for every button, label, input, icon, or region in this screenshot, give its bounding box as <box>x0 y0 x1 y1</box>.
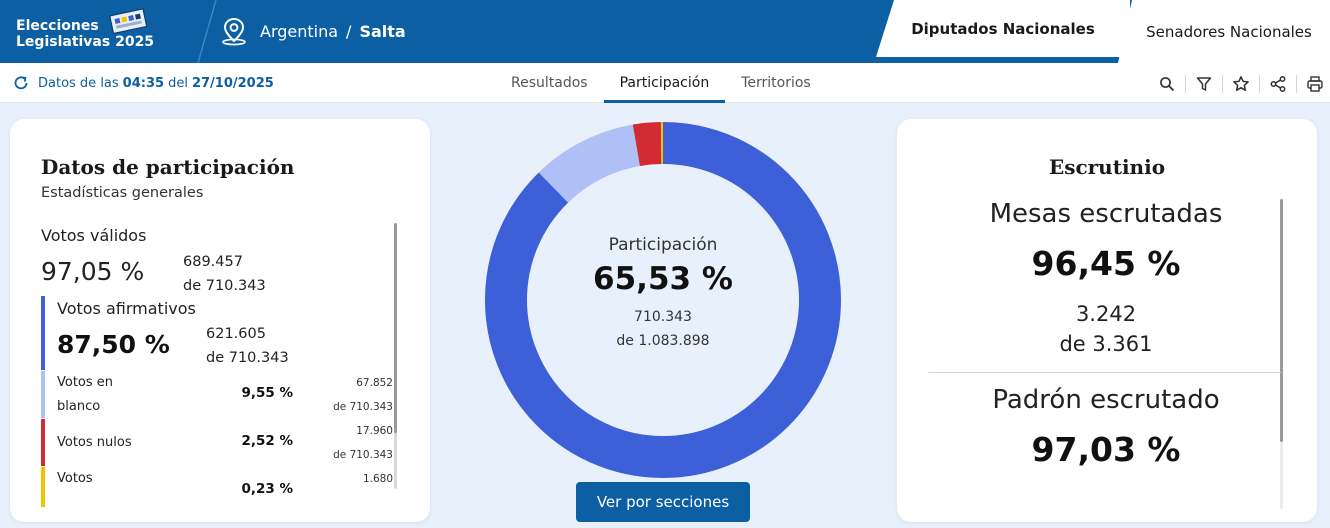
nulos-count-value: 17.960 <box>356 425 393 437</box>
mesas-pct-block: 96,45 % <box>897 244 1315 283</box>
otros-color-bar <box>41 467 45 507</box>
afirmativos-count: 621.605 de 710.343 <box>206 322 289 370</box>
location-pin-icon <box>222 17 246 46</box>
tab-diputados[interactable]: Diputados Nacionales <box>876 0 1130 57</box>
share-icon <box>1270 76 1286 92</box>
tab-territorios[interactable]: Territorios <box>741 75 811 91</box>
participation-donut-chart <box>485 122 841 478</box>
afirmativos-pct: 87,50 % <box>57 330 170 359</box>
afirmativos-color-bar <box>41 296 45 370</box>
validos-label: Votos válidos <box>41 226 147 245</box>
toolbar-divider <box>1296 75 1297 93</box>
sub-toolbar: Datos de las 04:35 del 27/10/2025 Result… <box>0 63 1330 103</box>
toolbar-divider <box>1222 75 1223 93</box>
padron-pct: 97,03 % <box>1031 430 1181 469</box>
print-button[interactable] <box>1304 73 1326 95</box>
validos-count-value: 689.457 <box>183 254 243 270</box>
top-header: Elecciones Legislativas 2025 Argentina /… <box>0 0 1330 63</box>
donut-segment-otros[interactable] <box>485 122 841 478</box>
otros-count: 1.680 <box>310 467 393 491</box>
mesas-label: Mesas escrutadas <box>989 199 1223 229</box>
logo-line-2: Legislativas 2025 <box>16 34 155 50</box>
mesas-pct: 96,45 % <box>1031 244 1181 283</box>
blanco-label-line-2: blanco <box>57 399 101 414</box>
scrutiny-card: Escrutinio Mesas escrutadas 96,45 % 3.24… <box>897 119 1317 522</box>
scrollbar-thumb[interactable] <box>1280 199 1283 442</box>
blanco-label-line-1: Votos en <box>57 375 114 390</box>
toolbar-actions <box>1156 73 1330 95</box>
mesas-count-total: de 3.361 <box>1059 332 1153 356</box>
afirmativos-count-value: 621.605 <box>206 326 266 342</box>
participation-title: Datos de participación <box>41 155 295 179</box>
search-icon <box>1160 77 1175 92</box>
participation-subtitle: Estadísticas generales <box>41 185 204 201</box>
padron-label: Padrón escrutado <box>992 385 1220 415</box>
elections-logo[interactable]: Elecciones Legislativas 2025 <box>16 18 154 50</box>
donut-pct: 65,53 % <box>593 261 733 297</box>
nulos-count-total: de 710.343 <box>333 449 393 461</box>
participation-scrollbar[interactable] <box>394 223 397 489</box>
breadcrumb-province[interactable]: Salta <box>359 21 406 41</box>
scrutiny-title: Escrutinio <box>1048 155 1166 179</box>
last-update: Datos de las 04:35 del 27/10/2025 <box>12 74 278 92</box>
update-mid: del <box>168 75 188 91</box>
share-button[interactable] <box>1267 73 1289 95</box>
blanco-label: Votos en blanco <box>57 371 113 419</box>
padron-label-block: Padrón escrutado <box>897 385 1315 415</box>
location-breadcrumb: Argentina / Salta <box>220 14 406 48</box>
header-divider <box>197 0 217 63</box>
breadcrumb-separator: / <box>346 21 352 41</box>
tab-participacion[interactable]: Participación <box>603 63 726 103</box>
participation-card: Datos de participación Estadísticas gene… <box>10 119 430 522</box>
blanco-count: 67.852 de 710.343 <box>310 371 393 419</box>
update-time: 04:35 <box>122 75 165 91</box>
mesas-count: 3.242 de 3.361 <box>897 299 1315 359</box>
donut-count-total: de 1.083.898 <box>616 333 710 349</box>
view-tabs: Resultados Participación Territorios <box>495 63 827 103</box>
donut-center: Participación 65,53 % 710.343 de 1.083.8… <box>484 121 842 479</box>
nulos-color-bar <box>41 419 45 466</box>
validos-pct: 97,05 % <box>41 257 145 286</box>
otros-count-value: 1.680 <box>362 473 393 485</box>
donut-label: Participación <box>608 235 718 255</box>
printer-icon <box>1307 76 1323 92</box>
scrutiny-scrollbar[interactable] <box>1280 199 1283 509</box>
donut-count: 710.343 de 1.083.898 <box>616 305 709 353</box>
tab-senadores[interactable]: Senadores Nacionales <box>1118 0 1330 63</box>
blanco-color-bar <box>41 371 45 418</box>
validos-count-total: de 710.343 <box>183 278 266 294</box>
tab-resultados[interactable]: Resultados <box>511 75 588 91</box>
logo-line-1: Elecciones <box>16 18 99 34</box>
otros-pct: 0,23 % <box>241 481 293 497</box>
filter-button[interactable] <box>1193 73 1215 95</box>
toolbar-divider <box>1185 75 1186 93</box>
nulos-pct: 2,52 % <box>241 433 293 449</box>
blanco-pct: 9,55 % <box>241 385 293 401</box>
scrutiny-divider <box>929 372 1281 373</box>
blanco-count-total: de 710.343 <box>333 401 393 413</box>
blanco-count-value: 67.852 <box>356 377 393 389</box>
ver-por-secciones-button[interactable]: Ver por secciones <box>576 482 750 522</box>
star-icon <box>1233 76 1249 92</box>
update-prefix: Datos de las <box>38 75 119 91</box>
validos-count: 689.457 de 710.343 <box>183 250 266 298</box>
padron-pct-block: 97,03 % <box>897 430 1315 469</box>
filter-icon <box>1196 77 1212 91</box>
afirmativos-label: Votos afirmativos <box>57 299 196 318</box>
otros-label: Votos <box>57 471 93 486</box>
mesas-count-value: 3.242 <box>1075 302 1137 326</box>
nulos-count: 17.960 de 710.343 <box>310 419 393 467</box>
toolbar-divider <box>1259 75 1260 93</box>
refresh-icon[interactable] <box>12 74 30 92</box>
breadcrumb-country[interactable]: Argentina <box>260 21 339 41</box>
donut-count-value: 710.343 <box>634 309 692 325</box>
search-button[interactable] <box>1156 73 1178 95</box>
afirmativos-count-total: de 710.343 <box>206 350 289 366</box>
update-date: 27/10/2025 <box>191 75 274 91</box>
scrollbar-thumb[interactable] <box>394 223 397 433</box>
favorite-button[interactable] <box>1230 73 1252 95</box>
mesas-label-block: Mesas escrutadas <box>897 199 1315 229</box>
ballot-box-icon <box>109 8 148 34</box>
nulos-label: Votos nulos <box>57 435 132 450</box>
